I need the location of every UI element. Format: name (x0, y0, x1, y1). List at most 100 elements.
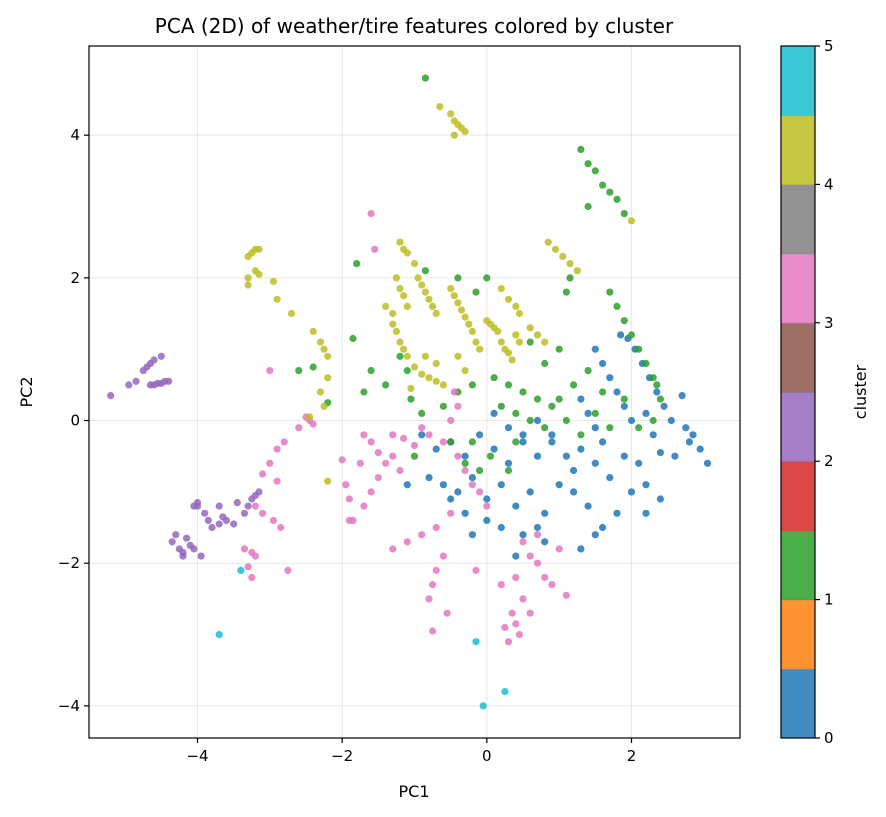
point-cluster-0 (403, 481, 411, 489)
point-cluster-4 (450, 292, 458, 300)
colorbar-segment (781, 184, 815, 255)
point-cluster-3 (476, 488, 484, 496)
point-cluster-4 (403, 302, 411, 310)
point-cluster-3 (512, 620, 520, 628)
x-tick-label: −2 (331, 747, 353, 765)
point-cluster-1 (486, 452, 495, 460)
point-cluster-1 (649, 374, 657, 382)
point-cluster-4 (454, 299, 462, 307)
point-cluster-0 (642, 481, 650, 489)
point-cluster-3 (251, 502, 259, 510)
point-cluster-4 (320, 345, 328, 353)
point-cluster-4 (382, 302, 390, 310)
point-cluster-4 (287, 309, 296, 318)
point-cluster-5 (479, 702, 487, 710)
point-cluster-0 (577, 545, 585, 553)
point-cluster-1 (635, 424, 643, 432)
point-cluster-2 (208, 523, 216, 532)
point-cluster-0 (570, 488, 578, 496)
point-cluster-1 (584, 367, 592, 375)
point-cluster-1 (382, 381, 390, 389)
point-cluster-3 (345, 516, 353, 525)
point-cluster-1 (407, 395, 415, 403)
point-cluster-0 (620, 452, 628, 460)
point-cluster-1 (418, 409, 426, 417)
x-axis-ticks: −4 −2 0 2 (186, 738, 636, 765)
point-cluster-0 (490, 445, 498, 453)
point-cluster-0 (570, 466, 578, 475)
point-cluster-3 (526, 552, 534, 560)
point-cluster-1 (461, 459, 469, 467)
point-cluster-4 (255, 270, 263, 278)
point-cluster-3 (533, 531, 542, 539)
point-cluster-1 (468, 381, 476, 389)
point-cluster-3 (418, 424, 426, 432)
point-cluster-1 (367, 367, 375, 375)
point-cluster-2 (244, 502, 252, 510)
colorbar-segment (781, 392, 815, 462)
x-tick-label: 2 (627, 747, 637, 765)
point-cluster-1 (591, 167, 599, 175)
point-cluster-0 (533, 452, 542, 460)
point-cluster-4 (494, 327, 502, 335)
point-cluster-3 (367, 488, 375, 496)
point-cluster-3 (439, 438, 447, 446)
point-cluster-0 (533, 416, 542, 425)
point-cluster-1 (555, 395, 563, 403)
point-cluster-1 (295, 367, 303, 375)
point-cluster-0 (512, 552, 520, 560)
point-cluster-3 (454, 452, 462, 460)
point-cluster-0 (526, 488, 534, 496)
point-cluster-0 (591, 424, 599, 432)
point-cluster-1 (483, 274, 491, 282)
point-cluster-0 (555, 481, 563, 489)
point-cluster-2 (150, 356, 158, 364)
point-cluster-3 (425, 595, 433, 603)
point-cluster-2 (179, 548, 187, 557)
point-cluster-4 (421, 352, 429, 360)
point-cluster-1 (490, 374, 498, 382)
point-cluster-0 (468, 474, 476, 482)
point-cluster-0 (577, 445, 585, 453)
colorbar-segment (781, 461, 815, 531)
point-cluster-4 (566, 260, 574, 268)
point-cluster-4 (425, 295, 433, 303)
colorbar-segment (781, 253, 815, 324)
point-cluster-1 (472, 288, 480, 296)
point-cluster-4 (447, 110, 455, 118)
point-cluster-4 (504, 295, 513, 303)
point-cluster-3 (295, 424, 303, 432)
point-cluster-4 (497, 285, 505, 293)
point-cluster-0 (432, 445, 440, 453)
point-cluster-4 (526, 324, 534, 332)
point-cluster-3 (309, 420, 317, 428)
point-cluster-3 (338, 456, 346, 464)
point-cluster-2 (233, 499, 241, 507)
colorbar-tick-label: 2 (824, 452, 834, 470)
point-cluster-1 (642, 359, 650, 368)
point-cluster-1 (635, 345, 643, 353)
point-cluster-0 (584, 502, 592, 510)
point-cluster-1 (570, 381, 578, 389)
point-cluster-2 (255, 488, 263, 496)
colorbar-tick-label: 3 (824, 314, 834, 332)
point-cluster-3 (432, 566, 440, 575)
colorbar-tick-label: 5 (824, 37, 834, 55)
point-cluster-3 (374, 474, 382, 482)
point-cluster-4 (504, 349, 513, 357)
point-cluster-3 (403, 538, 411, 546)
point-cluster-4 (320, 402, 328, 410)
colorbar-segment (781, 115, 815, 185)
point-cluster-4 (447, 285, 455, 293)
point-cluster-1 (555, 345, 563, 353)
point-cluster-1 (649, 416, 657, 425)
point-cluster-0 (678, 392, 686, 400)
point-cluster-0 (635, 459, 643, 467)
point-cluster-4 (306, 413, 314, 421)
point-cluster-4 (410, 260, 419, 268)
point-cluster-1 (584, 160, 592, 168)
point-cluster-0 (425, 474, 433, 482)
point-cluster-4 (559, 252, 567, 261)
point-cluster-3 (360, 502, 368, 510)
